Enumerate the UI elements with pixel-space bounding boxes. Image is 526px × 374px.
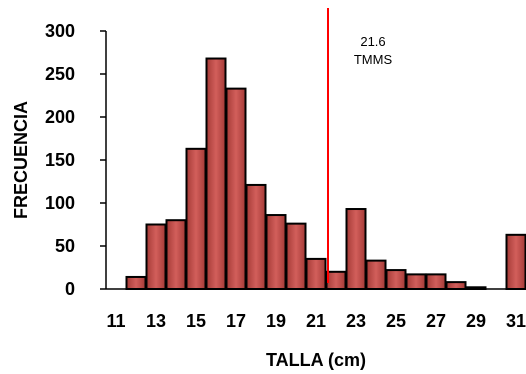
y-tick-label: 100 — [45, 193, 75, 213]
x-tick-labels: 11 13 15 17 19 21 23 25 27 29 31 — [106, 311, 526, 331]
x-tick-label: 31 — [506, 311, 526, 331]
y-tick-label: 250 — [45, 64, 75, 84]
x-tick-label: 17 — [226, 311, 246, 331]
x-tick-label: 13 — [146, 311, 166, 331]
y-tick-labels: 0 50 100 150 200 250 300 — [45, 21, 106, 299]
x-tick-label: 11 — [106, 311, 125, 331]
bar-26 — [405, 273, 427, 291]
bar-18 — [245, 183, 267, 290]
bar-23 — [345, 208, 367, 291]
bar-19 — [265, 214, 287, 290]
bar-15 — [185, 147, 207, 290]
bar-20 — [285, 222, 307, 290]
bar-21 — [305, 257, 327, 290]
reference-text-label: TMMS — [354, 52, 393, 67]
bar-22 — [325, 270, 347, 290]
bar-13 — [145, 223, 167, 290]
bar-17 — [225, 87, 247, 291]
bar-12 — [125, 275, 147, 290]
bars-group — [125, 57, 526, 291]
bar-24 — [365, 259, 387, 290]
y-tick-label: 200 — [45, 107, 75, 127]
y-axis-title: FRECUENCIA — [11, 101, 31, 219]
x-tick-label: 19 — [266, 311, 286, 331]
y-tick-label: 0 — [65, 279, 75, 299]
reference-value-label: 21.6 — [360, 34, 385, 49]
bar-25 — [385, 269, 407, 290]
x-tick-label: 25 — [386, 311, 406, 331]
x-tick-label: 29 — [466, 311, 486, 331]
bar-16 — [205, 57, 227, 290]
y-tick-label: 300 — [45, 21, 75, 41]
bar-28 — [445, 281, 467, 290]
bar-31 — [505, 233, 526, 291]
x-tick-label: 21 — [306, 311, 326, 331]
y-tick-label: 150 — [45, 150, 75, 170]
bar-14 — [165, 219, 187, 290]
x-axis-title: TALLA (cm) — [266, 350, 366, 370]
x-tick-label: 27 — [426, 311, 446, 331]
x-tick-label: 15 — [186, 311, 206, 331]
x-tick-label: 23 — [346, 311, 366, 331]
y-tick-label: 50 — [55, 236, 75, 256]
bar-27 — [425, 273, 447, 291]
